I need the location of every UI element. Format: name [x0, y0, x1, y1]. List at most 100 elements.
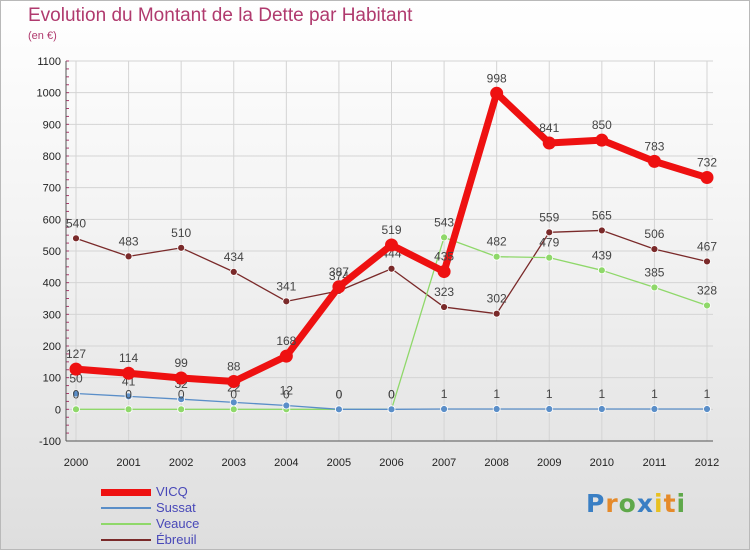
legend-swatch — [101, 523, 151, 525]
y-tick-label: -100 — [39, 436, 61, 448]
data-point — [282, 297, 291, 306]
data-point — [177, 395, 186, 404]
data-label: 732 — [697, 156, 717, 170]
data-label: 168 — [276, 334, 296, 348]
data-point — [124, 252, 133, 261]
data-point — [69, 362, 83, 376]
legend-label: Sussat — [156, 500, 196, 515]
data-label: 127 — [66, 347, 86, 361]
data-label: 506 — [644, 227, 664, 241]
data-label: 1 — [598, 387, 605, 401]
y-tick-label: 1100 — [37, 56, 61, 68]
data-label: 434 — [224, 250, 244, 264]
legend-label: Ébreuil — [156, 532, 197, 547]
data-label: 0 — [178, 387, 185, 401]
data-point — [229, 267, 238, 276]
data-label: 467 — [697, 239, 717, 253]
data-label: 0 — [336, 387, 343, 401]
data-label: 479 — [539, 236, 559, 250]
data-label: 1 — [441, 387, 448, 401]
logo-letter: x — [636, 489, 654, 518]
legend-swatch — [101, 488, 151, 496]
legend-item-vicq: VICQ — [101, 484, 361, 500]
legend-swatch — [101, 539, 151, 541]
y-tick-label: 0 — [55, 404, 61, 416]
data-label: 439 — [592, 248, 612, 262]
data-point — [545, 228, 554, 237]
data-point — [387, 405, 396, 414]
data-point — [492, 405, 501, 413]
data-label: 114 — [119, 351, 138, 365]
y-tick-label: 700 — [43, 183, 61, 195]
data-label: 0 — [125, 387, 132, 401]
data-point — [174, 371, 188, 385]
data-point — [650, 405, 659, 413]
x-tick-label: 2004 — [274, 457, 298, 469]
data-label: 559 — [539, 210, 559, 224]
data-point — [597, 266, 606, 275]
data-label: 88 — [227, 359, 241, 373]
chart-legend: VICQ Sussat Veauce Ébreuil — [101, 484, 361, 548]
data-point — [440, 233, 448, 242]
data-point — [700, 171, 714, 185]
data-point — [279, 349, 293, 363]
data-point — [177, 243, 186, 252]
data-label: 519 — [381, 223, 401, 237]
y-tick-label: 200 — [43, 341, 61, 353]
data-point — [72, 389, 80, 398]
data-label: 565 — [592, 208, 612, 222]
data-label: 387 — [329, 265, 349, 279]
data-label: 783 — [644, 139, 664, 153]
data-point — [332, 280, 346, 294]
data-point — [229, 398, 238, 407]
y-tick-label: 1000 — [37, 88, 61, 100]
x-tick-label: 2011 — [643, 457, 667, 469]
y-tick-label: 600 — [43, 214, 61, 226]
proxiti-logo: Proxiti — [586, 489, 686, 518]
data-point — [177, 405, 186, 414]
data-label: 1 — [493, 387, 500, 401]
data-point — [647, 154, 661, 168]
legend-swatch — [101, 507, 151, 509]
x-tick-label: 2009 — [537, 457, 561, 469]
data-label: 510 — [171, 226, 191, 240]
data-point — [124, 392, 133, 401]
data-label: 998 — [487, 71, 507, 85]
data-point — [229, 405, 238, 414]
x-tick-label: 2001 — [116, 457, 140, 469]
data-label: 0 — [73, 387, 80, 401]
y-tick-label: 800 — [43, 151, 61, 163]
data-point — [703, 405, 711, 413]
data-label: 0 — [336, 387, 343, 401]
data-point — [227, 374, 241, 388]
data-label: 1 — [704, 387, 711, 401]
logo-letter: o — [618, 489, 637, 518]
data-label: 328 — [697, 283, 717, 297]
data-label: 323 — [434, 285, 454, 299]
chart-title: Evolution du Montant de la Dette par Hab… — [28, 5, 413, 26]
chart-subtitle: (en €) — [28, 30, 57, 42]
data-point — [72, 234, 80, 243]
data-point — [387, 264, 396, 273]
data-label: 1 — [651, 387, 658, 401]
data-point — [492, 309, 501, 318]
y-tick-label: 300 — [43, 309, 61, 321]
data-label: 483 — [119, 234, 139, 248]
data-point — [545, 405, 554, 413]
data-label: 540 — [66, 216, 86, 230]
y-tick-label: 100 — [43, 373, 61, 385]
data-point — [335, 405, 343, 414]
legend-item-sussat: Sussat — [101, 500, 361, 516]
data-label: 0 — [230, 387, 237, 401]
y-tick-label: 400 — [43, 278, 61, 290]
data-label: 543 — [434, 215, 454, 229]
logo-letter: i — [676, 489, 687, 518]
x-tick-label: 2012 — [695, 457, 719, 469]
data-point — [440, 303, 448, 311]
x-tick-label: 2000 — [64, 457, 88, 469]
logo-letter: t — [663, 489, 677, 518]
data-label: 302 — [487, 292, 507, 306]
y-tick-label: 900 — [43, 119, 61, 131]
x-tick-label: 2007 — [432, 457, 456, 469]
